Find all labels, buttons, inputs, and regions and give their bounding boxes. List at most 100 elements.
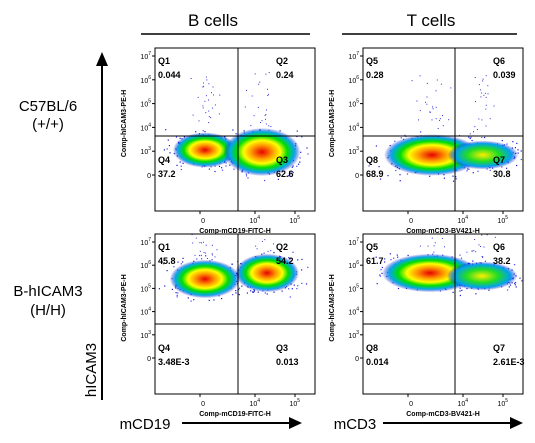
- event-dot: [434, 242, 436, 244]
- event-dot: [279, 130, 281, 132]
- event-dot: [296, 165, 298, 167]
- y-tick-label: 0: [147, 173, 151, 180]
- event-dot: [253, 115, 255, 117]
- quadrant-name: Q7: [493, 155, 505, 165]
- event-dot: [485, 104, 487, 106]
- panel-y-label: Comp-hICAM3-PE-H: [121, 90, 128, 157]
- event-dot: [267, 88, 268, 90]
- y-tick-label: 105: [348, 283, 359, 293]
- event-dot: [266, 293, 268, 295]
- event-dot: [482, 80, 484, 82]
- event-dot: [205, 95, 207, 97]
- event-dot: [260, 122, 261, 123]
- x-axis-title-t: mCD3: [334, 416, 377, 433]
- event-dot: [175, 292, 177, 294]
- y-tick-label: 106: [348, 75, 359, 85]
- x-tick-label: 105: [289, 215, 300, 225]
- event-dot: [421, 202, 422, 203]
- event-dot: [481, 92, 483, 94]
- event-dot: [229, 164, 231, 166]
- event-dot: [432, 208, 433, 209]
- event-dot: [233, 168, 235, 170]
- event-dot: [182, 257, 184, 259]
- quadrant-name: Q8: [366, 155, 378, 165]
- event-dot: [474, 77, 476, 78]
- y-tick-label: 0: [355, 173, 359, 180]
- event-dot: [219, 94, 221, 96]
- event-dot: [431, 206, 432, 207]
- event-dot: [292, 251, 294, 253]
- event-dot: [194, 254, 196, 256]
- quadrant-percent: 38.2: [493, 256, 511, 266]
- quadrant-percent: 61.7: [366, 256, 384, 266]
- event-dot: [496, 226, 497, 227]
- event-dot: [238, 287, 241, 289]
- event-dot: [192, 216, 193, 217]
- event-cloud: [158, 194, 309, 302]
- event-dot: [301, 282, 303, 284]
- event-dot: [381, 266, 383, 269]
- event-dot: [399, 174, 401, 176]
- event-dot: [263, 214, 264, 215]
- event-dot: [190, 78, 192, 79]
- event-dot: [525, 270, 526, 271]
- event-dot: [484, 260, 486, 262]
- event-dot: [411, 80, 413, 82]
- event-dot: [192, 242, 194, 244]
- event-dot: [381, 272, 383, 274]
- x-tick-label: 105: [497, 215, 508, 225]
- event-dot: [418, 210, 419, 211]
- event-dot: [419, 203, 420, 204]
- event-dot: [265, 123, 267, 125]
- event-dot: [406, 173, 409, 175]
- event-dot: [167, 139, 169, 141]
- event-dot: [179, 161, 181, 163]
- event-dot: [488, 289, 490, 291]
- event-dot: [378, 166, 380, 168]
- y-tick-label: 104: [348, 307, 359, 317]
- event-dot: [211, 254, 213, 256]
- event-dot: [419, 110, 421, 112]
- event-dot: [266, 109, 267, 111]
- event-dot: [165, 129, 167, 131]
- event-dot: [474, 126, 476, 128]
- event-dot: [173, 266, 175, 268]
- event-dot: [182, 261, 184, 263]
- event-dot: [468, 168, 470, 170]
- event-dot: [211, 244, 213, 246]
- event-dot: [301, 258, 303, 260]
- event-dot: [493, 245, 495, 247]
- y-tick-label: 107: [140, 51, 151, 61]
- event-dot: [209, 222, 210, 223]
- event-dot: [196, 258, 198, 260]
- row-label-wt-line2: (+/+): [32, 116, 64, 133]
- event-dot: [384, 261, 386, 263]
- quadrant-percent: 0.28: [366, 70, 384, 80]
- event-dot: [266, 222, 267, 223]
- event-dot: [485, 75, 487, 77]
- event-dot: [514, 284, 516, 286]
- event-dot: [221, 298, 223, 300]
- event-dot: [254, 73, 256, 75]
- event-dot: [203, 252, 205, 254]
- event-dot: [395, 169, 397, 172]
- event-dot: [471, 215, 472, 216]
- event-dot: [306, 147, 308, 149]
- event-dot: [425, 101, 426, 103]
- event-dot: [433, 245, 435, 247]
- event-dot: [265, 114, 267, 116]
- quadrant-name: Q3: [276, 343, 288, 353]
- event-dot: [432, 216, 433, 217]
- x-axis-title-b: mCD19: [120, 416, 171, 433]
- event-dot: [268, 226, 269, 227]
- event-dot: [517, 152, 519, 154]
- event-dot: [519, 277, 521, 279]
- event-dot: [199, 215, 200, 216]
- event-dot: [180, 165, 182, 167]
- event-dot: [397, 256, 399, 258]
- y-axis-title: hICAM3: [83, 343, 100, 397]
- x-arrow-t-head: [510, 417, 523, 429]
- event-dot: [255, 194, 256, 195]
- event-dot: [169, 152, 171, 154]
- x-tick-label: 0: [409, 218, 413, 225]
